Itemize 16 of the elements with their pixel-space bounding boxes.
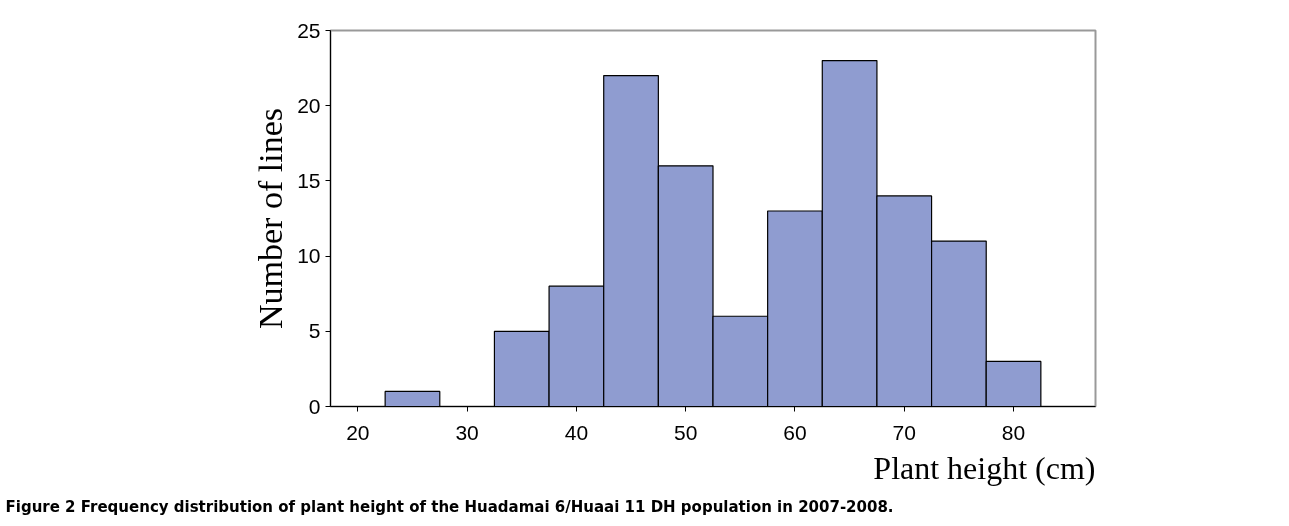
x-axis-title: Plant height (cm) bbox=[873, 449, 1096, 486]
x-tick-label: 50 bbox=[674, 420, 698, 444]
x-tick-label: 20 bbox=[346, 420, 370, 444]
x-tick-label: 40 bbox=[564, 420, 589, 444]
x-tick-label: 70 bbox=[892, 420, 916, 444]
x-tick-label: 60 bbox=[783, 420, 807, 444]
y-tick-label: 15 bbox=[297, 168, 321, 192]
y-tick-label: 0 bbox=[308, 394, 321, 418]
y-tick-label: 20 bbox=[297, 93, 321, 117]
caption: Figure 2 Frequency distribution of plant height of the Huadamai 6/Huaai 11 DH population in 2007-2008. bbox=[5, 497, 894, 516]
x-tick-label: 80 bbox=[1001, 420, 1026, 444]
y-tick-label: 10 bbox=[297, 244, 321, 268]
y-tick-label: 25 bbox=[297, 18, 321, 42]
y-axis-title: Number of lines bbox=[252, 108, 290, 329]
x-tick-label: 30 bbox=[455, 420, 479, 444]
y-tick-label: 5 bbox=[308, 319, 321, 343]
